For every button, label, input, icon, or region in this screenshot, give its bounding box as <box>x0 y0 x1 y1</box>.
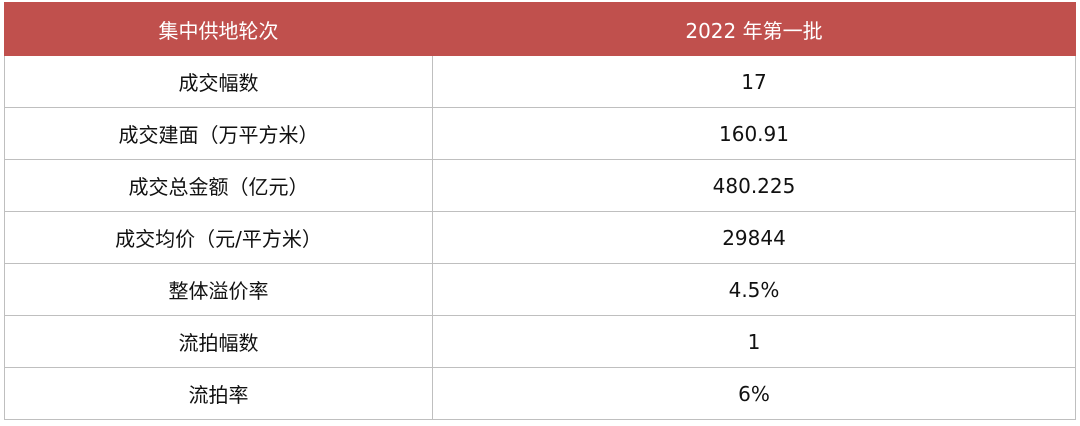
table-cell: 整体溢价率 <box>4 263 433 316</box>
table-row: 成交建面（万平方米） 160.91 <box>4 107 1076 160</box>
table-cell: 成交总金额（亿元） <box>4 159 433 212</box>
header-cell: 2022 年第一批 <box>432 2 1076 56</box>
table-row: 成交均价（元/平方米） 29844 <box>4 211 1076 264</box>
table-cell: 29844 <box>432 211 1076 264</box>
table-cell: 流拍幅数 <box>4 315 433 368</box>
table-cell: 成交幅数 <box>4 55 433 108</box>
table-row: 流拍幅数 1 <box>4 315 1076 368</box>
table-row: 流拍率 6% <box>4 367 1076 420</box>
table-row: 成交总金额（亿元） 480.225 <box>4 159 1076 212</box>
table-cell: 4.5% <box>432 263 1076 316</box>
table-cell: 流拍率 <box>4 367 433 420</box>
header-row: 集中供地轮次 2022 年第一批 <box>4 2 1076 56</box>
header-cell: 集中供地轮次 <box>4 2 433 56</box>
table-cell: 160.91 <box>432 107 1076 160</box>
table-cell: 6% <box>432 367 1076 420</box>
table-cell: 17 <box>432 55 1076 108</box>
table-row: 整体溢价率 4.5% <box>4 263 1076 316</box>
table-cell: 成交均价（元/平方米） <box>4 211 433 264</box>
table-cell: 1 <box>432 315 1076 368</box>
table-body: 成交幅数 17 成交建面（万平方米） 160.91 成交总金额（亿元） 480.225 成交… <box>4 55 1076 420</box>
table-cell: 480.225 <box>432 159 1076 212</box>
table-row: 成交幅数 17 <box>4 55 1076 108</box>
data-table: 集中供地轮次 2022 年第一批 成交幅数 17 成交建面（万平方米） 160.91 成… <box>4 2 1076 420</box>
table-cell: 成交建面（万平方米） <box>4 107 433 160</box>
